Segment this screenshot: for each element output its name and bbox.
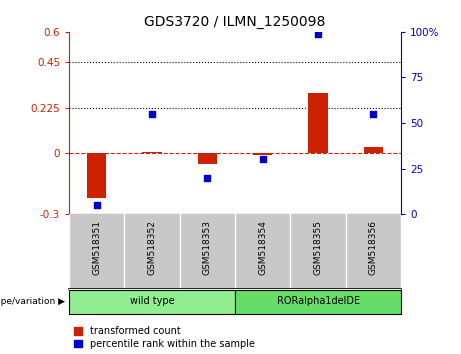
- Text: GSM518355: GSM518355: [313, 220, 323, 275]
- Point: [93, 202, 100, 208]
- Text: GSM518356: GSM518356: [369, 220, 378, 275]
- FancyBboxPatch shape: [235, 290, 401, 314]
- Point: [314, 31, 322, 36]
- Text: GSM518351: GSM518351: [92, 220, 101, 275]
- Text: wild type: wild type: [130, 296, 174, 306]
- Point: [204, 175, 211, 181]
- Point: [148, 111, 156, 117]
- Bar: [364, 147, 383, 153]
- Legend: transformed count, percentile rank within the sample: transformed count, percentile rank withi…: [74, 326, 254, 349]
- Point: [370, 111, 377, 117]
- FancyBboxPatch shape: [69, 290, 235, 314]
- Bar: [198, 153, 217, 164]
- Text: genotype/variation ▶: genotype/variation ▶: [0, 297, 65, 306]
- Bar: [253, 153, 272, 155]
- Text: GSM518353: GSM518353: [203, 220, 212, 275]
- Text: RORalpha1delDE: RORalpha1delDE: [277, 296, 360, 306]
- Text: GSM518352: GSM518352: [148, 220, 157, 275]
- Bar: [308, 93, 328, 153]
- Point: [259, 156, 266, 162]
- Bar: [87, 153, 106, 198]
- Text: GSM518354: GSM518354: [258, 220, 267, 275]
- Bar: [142, 152, 162, 153]
- Title: GDS3720 / ILMN_1250098: GDS3720 / ILMN_1250098: [144, 16, 326, 29]
